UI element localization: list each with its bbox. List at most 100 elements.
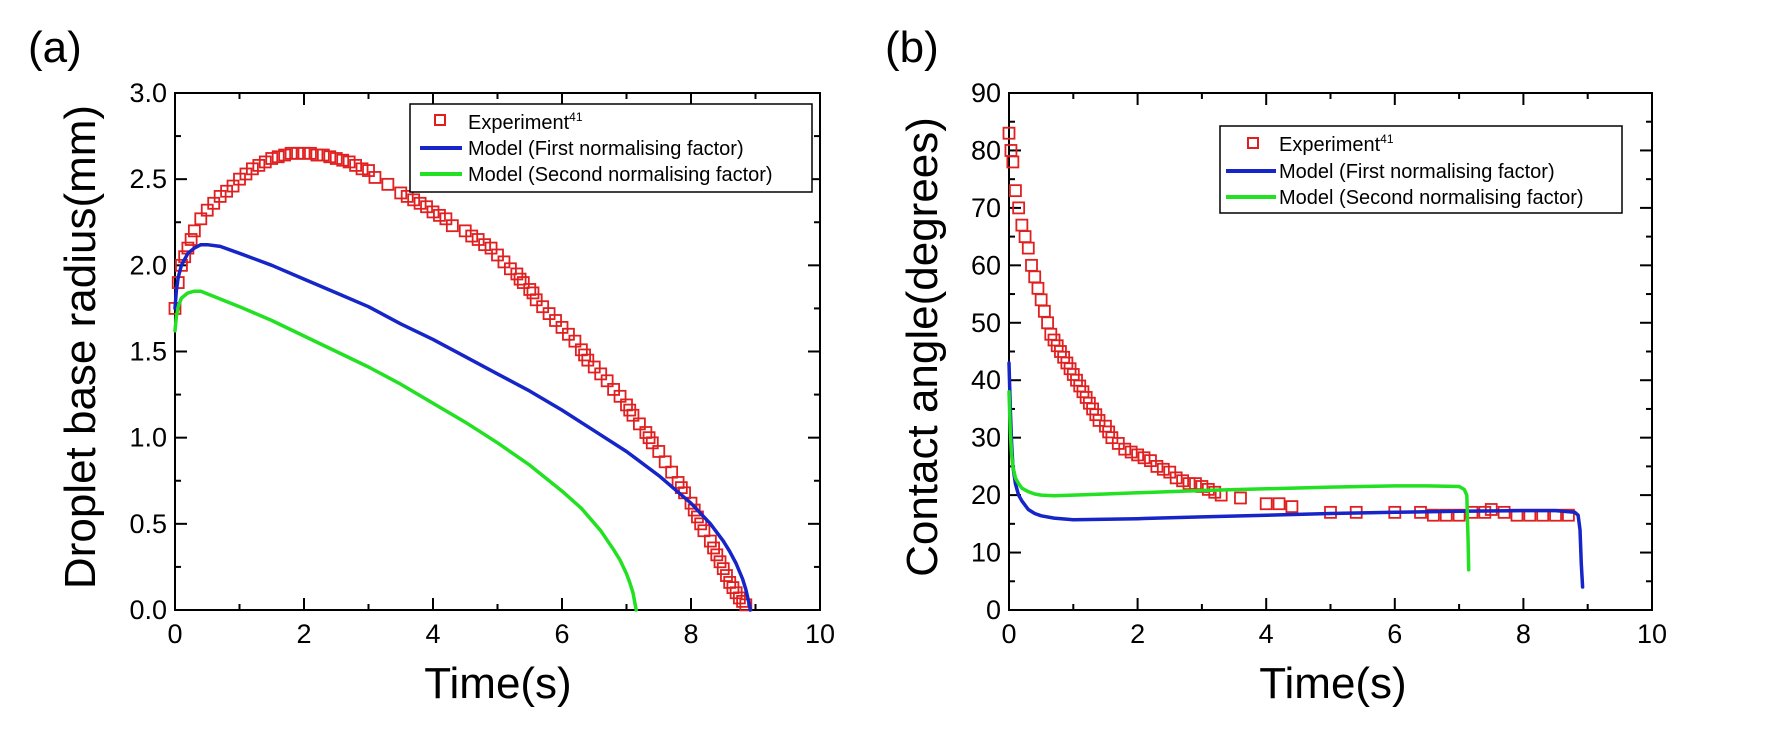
panel-a-series-experiment-point xyxy=(526,286,540,300)
panel-b-legend-marker-experiment xyxy=(1247,137,1259,149)
panel-a-y-tick-label: 3.0 xyxy=(129,78,167,108)
panel-b-x-tick-label: 2 xyxy=(1130,619,1145,649)
panel-b-series-experiment-point xyxy=(1021,241,1035,255)
panel-a-legend: Experiment41 Model (First normalising fa… xyxy=(409,103,813,193)
panel-a-x-tick-label: 2 xyxy=(296,619,311,649)
panel-b-series-experiment-point xyxy=(1285,500,1299,514)
panel-a-x-axis-title: Time(s) xyxy=(424,659,571,708)
panel-a-series-experiment-point xyxy=(555,320,569,334)
panel-a-series-experiment-point xyxy=(445,219,459,233)
panel-b-series-experiment-point xyxy=(1208,485,1222,499)
panel-a-series-experiment-point xyxy=(362,164,375,177)
panel-a-series-experiment-point xyxy=(329,152,343,165)
panel-a-series-experiment-point xyxy=(336,153,350,167)
panel-a-x-tick-label: 0 xyxy=(167,619,182,649)
panel-b-x-axis-title: Time(s) xyxy=(1259,659,1406,708)
panel-b-legend-box xyxy=(1219,125,1623,214)
panel-a-series-model-first-line xyxy=(173,242,753,612)
panel-b-y-tick-label: 40 xyxy=(971,365,1001,395)
panel-a-series-experiment-point xyxy=(529,293,543,307)
panel-b-series-experiment-point xyxy=(1272,497,1286,511)
panel-b-series-experiment-point xyxy=(1137,451,1151,465)
panel-b-x-tick-label: 6 xyxy=(1387,619,1402,649)
panel-a-series-experiment-point xyxy=(278,148,292,162)
panel-a-legend-box xyxy=(409,103,813,193)
panel-a-y-tick-label: 0.5 xyxy=(129,509,167,539)
panel-a-series-experiment-point xyxy=(297,146,311,160)
panel-a-series-experiment-point xyxy=(607,383,620,396)
panel-a-series-experiment-point xyxy=(284,146,298,160)
panel-a-series-experiment-point xyxy=(413,196,427,210)
panel-b-series-experiment-point xyxy=(1124,445,1138,459)
panel-a-series-experiment-point xyxy=(368,171,382,184)
panel-b-series-experiment-point xyxy=(1259,497,1273,511)
panel-a-series-experiment-point xyxy=(271,150,285,164)
panel-b-series-experiment-point xyxy=(1037,304,1051,318)
panel-b-legend-label-model-first: Model (First normalising factor) xyxy=(1279,161,1555,183)
panel-b-y-tick-label: 50 xyxy=(971,308,1001,338)
panel-a-series-experiment-point xyxy=(400,189,414,203)
panel-a-series-experiment-point xyxy=(304,146,317,160)
panel-a-series-experiment-point xyxy=(658,455,672,469)
panel-a-series-experiment-point xyxy=(587,360,601,374)
panel-b-series-experiment-point xyxy=(1025,258,1038,272)
panel-a-legend-experiment-text: Experiment xyxy=(468,112,570,134)
panel-a-series-experiment-point xyxy=(323,150,337,164)
panel-b-series-experiment-point xyxy=(1028,270,1042,284)
panel-a-series-experiment-point xyxy=(355,162,369,176)
panel-a-series-experiment-point xyxy=(581,353,595,367)
panel-b-plot-area: 0 2 4 6 8 10 0 10 20 30 40 50 60 70 80 90 xyxy=(971,78,1667,649)
panel-a-series-experiment-point xyxy=(716,562,730,576)
panel-a-legend-label-model-second: Model (Second normalising factor) xyxy=(468,164,773,186)
panel-a-series-experiment-point xyxy=(433,208,446,222)
panel-a-series-experiment-point xyxy=(478,238,492,252)
panel-b-series-experiment-point xyxy=(1118,442,1132,456)
panel-b-series-experiment-point xyxy=(1031,281,1045,295)
panel-a-series-experiment-point xyxy=(739,598,753,612)
panel-a-series-experiment-point xyxy=(316,148,330,162)
panel-b-series-experiment-point xyxy=(1009,184,1022,198)
panel-a-legend-label-experiment: Experiment41 xyxy=(468,110,583,134)
panel-b-series-experiment-point xyxy=(1018,230,1032,244)
panel-a-series-experiment-point xyxy=(516,276,530,289)
panel-b-y-axis-title: Contact angle(degrees) xyxy=(898,117,947,577)
panel-label-b: (b) xyxy=(885,23,939,72)
panel-a-series-experiment-point xyxy=(703,534,717,548)
panel-a-y-tick-label: 0.0 xyxy=(129,595,167,625)
panel-a-series-experiment-point xyxy=(426,205,440,219)
panel-a-series-experiment-point xyxy=(707,541,720,555)
panel-a-series-experiment-point xyxy=(549,314,562,327)
panel-a-series-experiment-point xyxy=(226,179,240,193)
panel-a-series-experiment-point xyxy=(633,417,646,431)
panel-a-series-experiment-point xyxy=(194,212,208,226)
panel-a-series-experiment-point xyxy=(665,465,679,479)
panel-b-x-tick-label: 4 xyxy=(1259,619,1274,649)
panel-b-series-experiment-point xyxy=(1176,474,1190,488)
panel-a-y-tick-label: 1.0 xyxy=(129,423,167,453)
panel-b-y-tick-label: 80 xyxy=(971,135,1001,165)
panel-b-series-experiment-point xyxy=(1002,126,1016,140)
panel-b: (b) 0 2 4 6 8 10 0 10 20 30 40 50 60 70 80 90 Time(s) C… xyxy=(885,23,1667,708)
panel-b-series-experiment-point xyxy=(1169,471,1183,485)
panel-b-y-tick-label: 20 xyxy=(971,480,1001,510)
panel-b-y-tick-label: 0 xyxy=(986,595,1001,625)
panel-b-series-experiment-point xyxy=(1156,462,1170,476)
panel-a-series-experiment-point xyxy=(291,146,304,160)
panel-a-series-model-second-line xyxy=(173,289,638,612)
panel-b-y-tick-label: 10 xyxy=(971,538,1001,568)
panel-b-series-experiment-point xyxy=(1189,477,1202,491)
panel-b-series-model-second-line xyxy=(1007,389,1471,572)
panel-a-series-experiment-point xyxy=(491,248,504,262)
panel-b-series-experiment-point xyxy=(1015,218,1029,232)
panel-a-series-experiment-point xyxy=(207,196,221,210)
panel-a-series-experiment-point xyxy=(613,389,627,403)
panel-a-series-experiment-point xyxy=(200,203,214,217)
panel-b-series-experiment-point xyxy=(1426,508,1440,522)
panel-a-y-tick-label: 2.5 xyxy=(129,164,167,194)
panel-a-series-experiment-point xyxy=(252,158,266,172)
panel-a-series-experiment-point xyxy=(394,186,408,200)
panel-a: (a) 0 2 4 6 8 10 0.0 0.5 1.0 1.5 2.0 2.5 3.0 Time(s)… xyxy=(28,23,835,708)
panel-b-x-tick-label: 10 xyxy=(1637,619,1667,649)
panel-a-series-experiment-point xyxy=(720,569,733,582)
